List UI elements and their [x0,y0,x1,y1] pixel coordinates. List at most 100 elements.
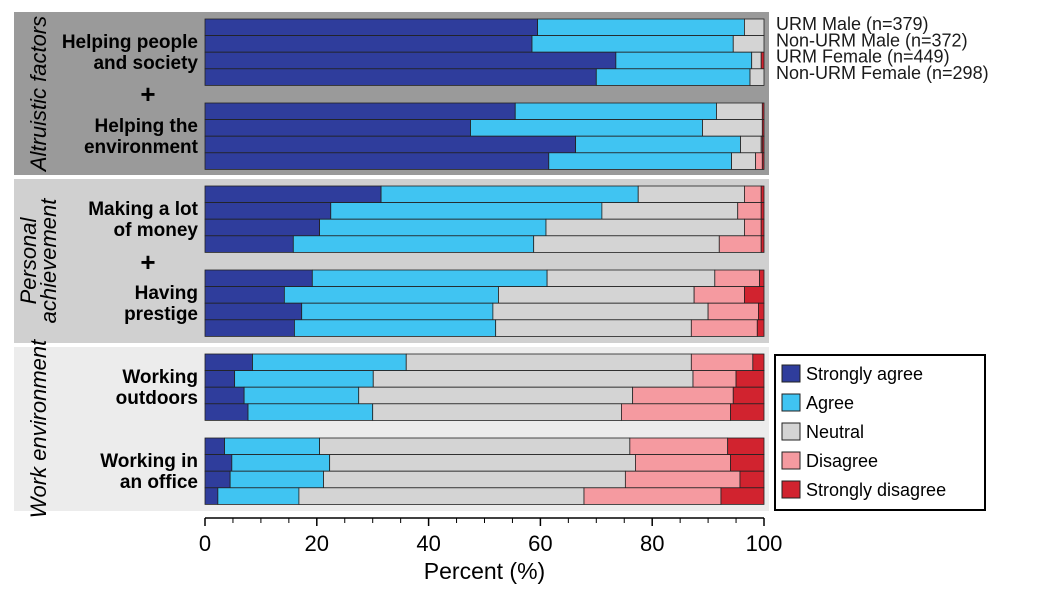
x-tick-label: 40 [416,531,440,556]
bar-segment-strongly-agree [204,185,382,204]
bar-segment-neutral [495,319,692,337]
x-tick-label: 100 [746,531,783,556]
bar-segment-strongly-disagree [760,218,765,237]
legend-label: Agree [806,393,854,413]
bar-segment-agree [301,302,494,321]
legend-swatch [781,480,801,499]
bar-segment-disagree [583,487,722,505]
bar-segment-agree [229,470,324,489]
bar-segment-agree [217,487,300,505]
legend-label: Strongly agree [806,364,923,384]
connector-plus: + [140,247,155,277]
bar-segment-strongly-agree [204,51,617,70]
category-label: environment [84,137,199,158]
bar-segment-neutral [533,235,720,253]
bar-segment-neutral [637,185,745,204]
bar-segment-strongly-agree [204,386,245,405]
category-label: of money [114,220,199,241]
bar-segment-neutral [358,386,634,405]
bar-segment-disagree [714,269,760,288]
bar-segment-neutral [323,470,626,489]
bar-segment-strongly-agree [204,119,471,137]
bar-segment-disagree [624,470,741,489]
group-label: URM Female (n=449) [776,47,950,67]
bar-segment-strongly-disagree [761,119,765,137]
legend-label: Neutral [806,422,864,442]
bar-segment-agree [252,353,407,372]
bar-segment-strongly-agree [204,286,285,304]
bar-segment-disagree [707,302,759,321]
bar-segment-disagree [755,152,763,170]
bar-segment-agree [234,370,374,388]
bar-segment-neutral [298,487,585,505]
bar-segment-neutral [716,102,763,121]
connector-plus: + [140,79,155,109]
bar-segment-neutral [731,152,757,170]
bar-segment-agree [311,269,548,288]
bar-segment-strongly-disagree [727,437,765,456]
bar-segment-strongly-agree [204,202,332,220]
bar-segment-strongly-disagree [744,286,765,304]
bar-segment-disagree [690,319,758,337]
bar-segment-agree [319,218,547,237]
bar-segment-neutral [498,286,695,304]
legend-swatch [781,422,801,441]
bar-segment-disagree [692,370,737,388]
bar-segment-neutral [702,119,763,137]
bar-segment-strongly-agree [204,353,253,372]
bar-segment-strongly-agree [204,454,233,472]
x-axis-title: Percent (%) [424,558,545,584]
bar-segment-strongly-disagree [739,470,765,489]
x-tick-label: 80 [640,531,664,556]
legend-label: Disagree [806,451,878,471]
bar-segment-agree [548,152,732,170]
bar-segment-disagree [744,185,762,204]
bar-segment-strongly-agree [204,235,294,253]
group-label: Non-URM Female (n=298) [776,63,989,83]
bar-segment-strongly-disagree [758,302,765,321]
bar-segment-disagree [693,286,745,304]
bar-segment-agree [380,185,639,204]
bar-segment-agree [615,51,753,70]
bar-segment-strongly-agree [204,302,303,321]
bar-segment-neutral [546,269,716,288]
legend-box [774,354,986,511]
group-label: URM Male (n=379) [776,14,929,34]
bar-segment-agree [224,437,320,456]
bar-segment-strongly-agree [204,218,320,237]
x-tick-label: 0 [199,531,211,556]
bar-segment-strongly-disagree [730,454,765,472]
bar-segment-neutral [740,135,762,154]
bar-segment-disagree [690,353,754,372]
bar-segment-agree [531,35,734,53]
bar-segment-strongly-disagree [756,319,765,337]
category-label: Having [135,283,198,304]
x-tick-label: 60 [528,531,552,556]
bar-segment-strongly-agree [204,68,597,86]
bar-segment-agree [470,119,703,137]
bar-segment-agree [243,386,360,405]
panel-title: Altruistic factors [26,16,51,173]
bar-segment-neutral [751,51,762,70]
bar-segment-strongly-disagree [735,370,765,388]
category-label: an office [120,472,198,493]
category-label: outdoors [116,388,198,409]
bar-segment-strongly-agree [204,152,550,170]
bar-segment-agree [294,319,497,337]
bar-segment-agree [292,235,535,253]
legend-swatch [781,364,801,383]
bar-segment-strongly-agree [204,35,533,53]
bar-segment-disagree [635,454,731,472]
bar-segment-agree [247,403,374,421]
bar-segment-disagree [737,202,762,220]
bar-segment-strongly-agree [204,403,249,421]
bar-segment-strongly-disagree [760,202,765,220]
bar-segment-neutral [601,202,739,220]
bar-segment-neutral [372,370,694,388]
bar-segment-strongly-agree [204,135,577,154]
bar-segment-strongly-disagree [752,353,765,372]
bar-segment-agree [595,68,751,86]
bar-segment-disagree [632,386,734,405]
bar-segment-strongly-agree [204,470,231,489]
